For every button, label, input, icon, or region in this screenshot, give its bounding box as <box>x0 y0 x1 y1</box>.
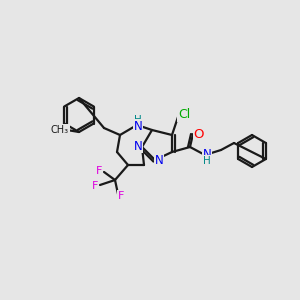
Text: N: N <box>154 154 164 167</box>
Text: N: N <box>134 119 142 133</box>
Text: H: H <box>203 156 211 166</box>
Text: Cl: Cl <box>178 107 190 121</box>
Text: CH₃: CH₃ <box>51 125 69 135</box>
Text: O: O <box>194 128 204 140</box>
Text: N: N <box>134 140 142 152</box>
Text: F: F <box>96 166 102 176</box>
Text: F: F <box>118 191 124 201</box>
Text: F: F <box>92 181 98 191</box>
Text: N: N <box>202 148 211 160</box>
Text: H: H <box>134 115 142 125</box>
